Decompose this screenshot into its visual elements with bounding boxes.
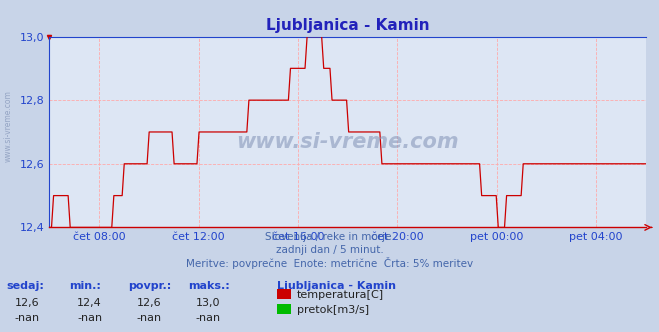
- Text: 12,4: 12,4: [77, 298, 102, 308]
- Text: -nan: -nan: [77, 313, 102, 323]
- Text: maks.:: maks.:: [188, 281, 229, 290]
- Text: zadnji dan / 5 minut.: zadnji dan / 5 minut.: [275, 245, 384, 255]
- Text: sedaj:: sedaj:: [7, 281, 44, 290]
- Text: -nan: -nan: [196, 313, 221, 323]
- Text: 13,0: 13,0: [196, 298, 220, 308]
- Title: Ljubljanica - Kamin: Ljubljanica - Kamin: [266, 18, 430, 33]
- Text: Ljubljanica - Kamin: Ljubljanica - Kamin: [277, 281, 396, 290]
- Text: www.si-vreme.com: www.si-vreme.com: [237, 131, 459, 151]
- Text: Slovenija / reke in morje.: Slovenija / reke in morje.: [264, 232, 395, 242]
- Text: www.si-vreme.com: www.si-vreme.com: [3, 90, 13, 162]
- Text: 12,6: 12,6: [14, 298, 39, 308]
- Text: temperatura[C]: temperatura[C]: [297, 290, 384, 300]
- Text: min.:: min.:: [69, 281, 101, 290]
- Text: -nan: -nan: [14, 313, 40, 323]
- Text: povpr.:: povpr.:: [129, 281, 172, 290]
- Text: Meritve: povprečne  Enote: metrične  Črta: 5% meritev: Meritve: povprečne Enote: metrične Črta:…: [186, 257, 473, 269]
- Text: 12,6: 12,6: [136, 298, 161, 308]
- Text: -nan: -nan: [136, 313, 161, 323]
- Text: pretok[m3/s]: pretok[m3/s]: [297, 305, 368, 315]
